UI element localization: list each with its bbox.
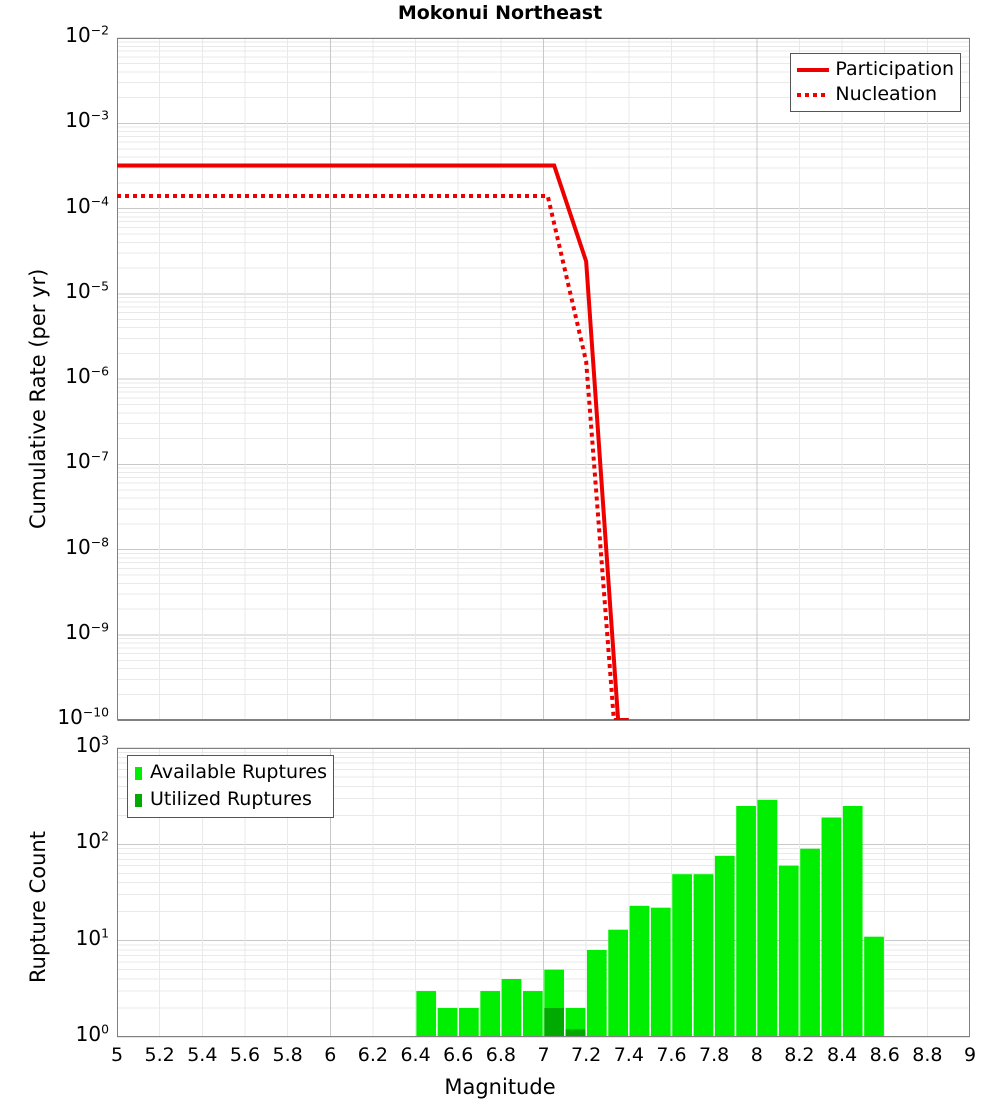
figure-title: Mokonui Northeast xyxy=(397,2,603,24)
legend-item-nucleation[interactable]: Nucleation xyxy=(796,82,954,107)
bar-available xyxy=(736,806,756,1037)
xtick-6: 6.2 xyxy=(357,1044,388,1066)
top-ytick-0: 10−2 xyxy=(65,22,109,47)
top-ytick-1: 10−3 xyxy=(65,107,109,133)
xtick-7: 6.4 xyxy=(400,1044,431,1066)
bottom-ytick-0: 100 xyxy=(75,1021,109,1046)
xtick-11: 7.2 xyxy=(571,1044,602,1066)
bar-available xyxy=(821,817,842,1037)
bar-available xyxy=(629,905,650,1037)
legend-item-utilized-ruptures[interactable]: Utilized Ruptures xyxy=(133,786,327,813)
bar-available xyxy=(778,865,799,1037)
participation-line-icon xyxy=(796,61,830,79)
series-participation xyxy=(117,163,629,722)
top-ytick-6: 10−8 xyxy=(65,533,109,559)
xtick-8: 6.6 xyxy=(443,1044,474,1066)
available-ruptures-swatch-icon xyxy=(133,766,147,780)
x-axis-label: Magnitude xyxy=(444,1075,556,1099)
bar-available xyxy=(459,1008,479,1037)
bottom-legend: Available Ruptures Utilized Ruptures xyxy=(127,755,334,818)
bottom-ytick-2: 102 xyxy=(75,828,109,854)
legend-label-participation: Participation xyxy=(835,58,954,80)
bar-utilized xyxy=(565,1029,586,1037)
legend-label-nucleation: Nucleation xyxy=(835,83,938,105)
xtick-13: 7.6 xyxy=(656,1044,687,1066)
bar-available xyxy=(714,855,735,1037)
nucleation-line-icon xyxy=(796,86,830,104)
bar-available xyxy=(437,1008,458,1037)
xtick-16: 8.2 xyxy=(784,1044,815,1066)
bar-available xyxy=(693,874,714,1037)
legend-item-available-ruptures[interactable]: Available Ruptures xyxy=(133,759,327,786)
xtick-10: 7 xyxy=(537,1044,550,1066)
bottom-ytick-1: 101 xyxy=(75,925,109,950)
xtick-20: 9 xyxy=(963,1044,977,1066)
bottom-y-axis-label: Rupture Count xyxy=(26,830,50,983)
top-ytick-3: 10−5 xyxy=(65,278,109,303)
bar-available xyxy=(522,991,543,1037)
legend-label-utilized-ruptures: Utilized Ruptures xyxy=(150,788,312,810)
top-ytick-4: 10−6 xyxy=(65,363,109,388)
xtick-5: 6 xyxy=(324,1044,337,1066)
utilized-ruptures-swatch-icon xyxy=(133,793,147,807)
legend-label-available-ruptures: Available Ruptures xyxy=(150,761,327,783)
bar-available xyxy=(757,799,778,1037)
bottom-ytick-3: 103 xyxy=(75,732,109,757)
bar-available xyxy=(650,907,671,1037)
xtick-15: 8 xyxy=(750,1044,763,1066)
xtick-9: 6.8 xyxy=(485,1044,516,1066)
bar-available xyxy=(586,950,607,1037)
bar-available xyxy=(608,929,628,1037)
xtick-3: 5.6 xyxy=(229,1044,261,1066)
bar-available xyxy=(672,874,692,1037)
bar-available xyxy=(800,848,820,1037)
xtick-14: 7.8 xyxy=(698,1044,730,1066)
legend-item-participation[interactable]: Participation xyxy=(796,57,954,82)
xtick-0: 5 xyxy=(110,1044,124,1066)
top-legend: Participation Nucleation xyxy=(790,53,961,112)
xtick-17: 8.4 xyxy=(826,1044,858,1066)
xtick-2: 5.4 xyxy=(187,1044,218,1066)
xtick-19: 8.8 xyxy=(912,1044,943,1066)
xtick-4: 5.8 xyxy=(272,1044,303,1066)
xtick-12: 7.4 xyxy=(613,1044,644,1066)
bar-available xyxy=(864,936,884,1037)
top-ytick-2: 10−4 xyxy=(65,192,109,218)
series-nucleation xyxy=(117,194,629,722)
xtick-18: 8.6 xyxy=(869,1044,900,1066)
bar-available xyxy=(842,806,863,1037)
bar-available xyxy=(501,979,522,1037)
bar-utilized xyxy=(544,1008,565,1037)
bar-available xyxy=(416,991,437,1037)
xtick-1: 5.2 xyxy=(144,1044,175,1066)
top-ytick-8: 10−10 xyxy=(57,704,109,729)
top-ytick-5: 10−7 xyxy=(65,448,109,474)
top-ytick-7: 10−9 xyxy=(65,619,109,644)
bar-available xyxy=(480,991,501,1037)
